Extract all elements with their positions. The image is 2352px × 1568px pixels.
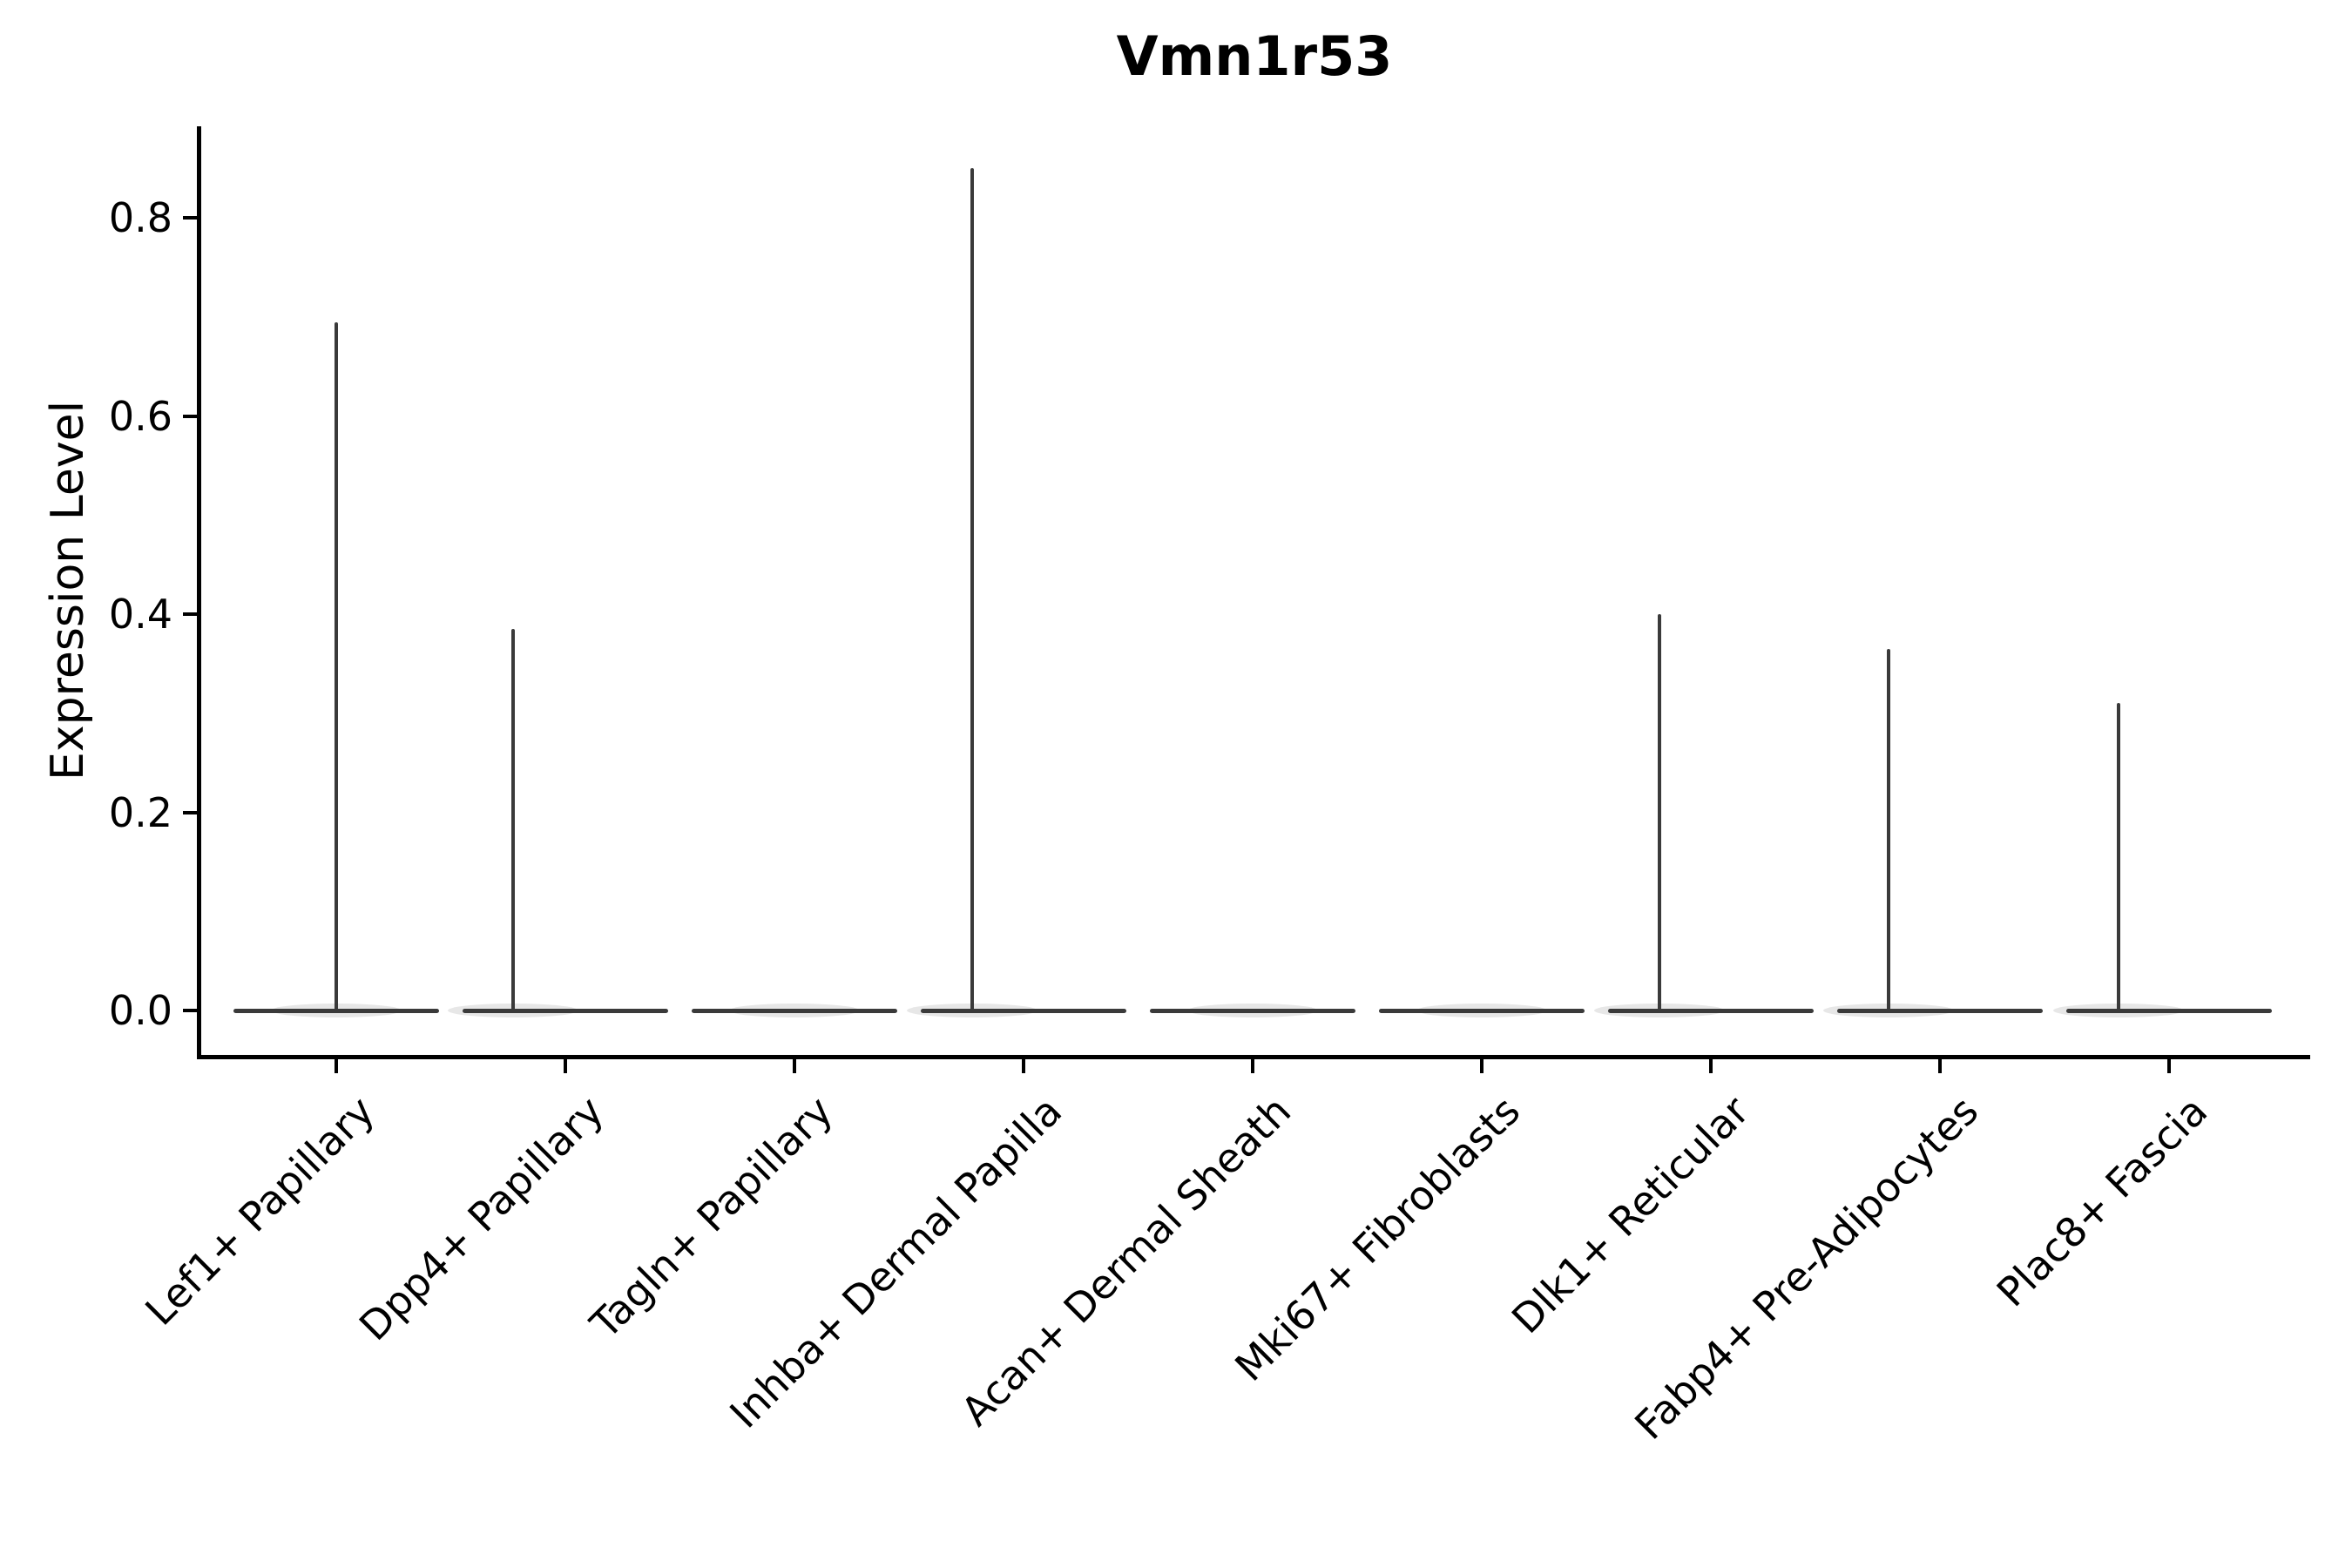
x-tick-label-dpp4-papillary: Dpp4+ Papillary xyxy=(349,1087,613,1350)
x-tick-label-plac8-fascia: Plac8+ Fascia xyxy=(1987,1087,2217,1316)
violin-spike-1 xyxy=(335,321,338,1011)
violin-body-5 xyxy=(1149,1008,1356,1013)
x-tick xyxy=(335,1059,338,1073)
x-axis-spine xyxy=(197,1055,2310,1059)
y-tick-label: 0.2 xyxy=(108,788,172,836)
violin-spike-8 xyxy=(1886,648,1890,1011)
x-tick-label-dlk1-reticular: Dlk1+ Reticular xyxy=(1502,1087,1759,1343)
x-tick xyxy=(564,1059,567,1073)
x-tick-label-tagln-papillary: Tagln+ Papillary xyxy=(581,1087,842,1348)
violin-spike-4 xyxy=(970,168,974,1011)
x-tick-label-lef1-papillary: Lef1+ Papillary xyxy=(136,1087,384,1335)
violin-body-1 xyxy=(233,1008,440,1013)
violin-body-8 xyxy=(1836,1008,2044,1013)
y-tick xyxy=(183,216,197,220)
y-tick-label: 0.4 xyxy=(108,591,172,639)
violin-body-9 xyxy=(2065,1008,2273,1013)
violin-spike-2 xyxy=(510,629,515,1011)
y-tick xyxy=(183,612,197,617)
y-tick-label: 0.0 xyxy=(108,987,172,1035)
y-tick xyxy=(183,414,197,418)
violin-body-2 xyxy=(462,1008,669,1013)
violin-spike-9 xyxy=(2117,703,2121,1011)
y-axis-spine xyxy=(197,126,201,1059)
x-tick xyxy=(1251,1059,1254,1073)
x-tick xyxy=(1709,1059,1713,1073)
violin-body-3 xyxy=(691,1008,898,1013)
plot-title: Vmn1r53 xyxy=(1116,24,1393,88)
violin-body-4 xyxy=(920,1008,1127,1013)
y-tick xyxy=(183,1009,197,1013)
violin-body-7 xyxy=(1607,1008,1815,1013)
violin-body-6 xyxy=(1378,1008,1585,1013)
y-tick-label: 0.6 xyxy=(108,392,172,440)
x-tick xyxy=(1480,1059,1484,1073)
x-tick xyxy=(2167,1059,2171,1073)
x-tick xyxy=(793,1059,796,1073)
y-tick xyxy=(183,810,197,814)
x-tick xyxy=(1938,1059,1942,1073)
x-tick xyxy=(1022,1059,1025,1073)
y-tick-label: 0.8 xyxy=(108,194,172,242)
violin-spike-7 xyxy=(1657,614,1661,1011)
